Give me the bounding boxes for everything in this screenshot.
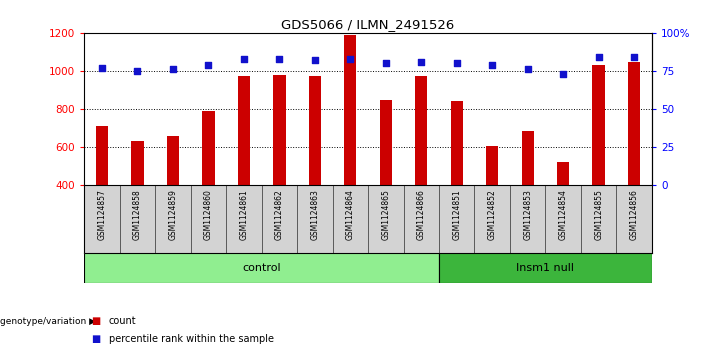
Text: GSM1124852: GSM1124852 (488, 189, 497, 240)
Point (96, 65, 107, 71)
Text: GSM1124856: GSM1124856 (629, 189, 639, 240)
Bar (592, 65, 605, 185)
Point (416, 59, 427, 65)
Text: GSM1124851: GSM1124851 (452, 189, 461, 240)
Text: GSM1124859: GSM1124859 (168, 189, 177, 240)
Bar (451, 101, 463, 185)
Text: ■: ■ (91, 316, 100, 326)
Point (522, 66, 533, 72)
Text: GSM1124865: GSM1124865 (381, 189, 390, 240)
Text: GSM1124861: GSM1124861 (239, 189, 248, 240)
Text: GSM1124864: GSM1124864 (346, 189, 355, 240)
Text: count: count (109, 316, 136, 326)
Bar (344, 34, 357, 185)
Bar (131, 140, 144, 185)
Bar (486, 146, 498, 185)
Bar (415, 76, 428, 185)
Bar (84, 253, 439, 283)
Bar (379, 101, 392, 185)
Point (238, 56, 250, 62)
Text: ■: ■ (91, 334, 100, 344)
Text: GSM1124857: GSM1124857 (97, 189, 107, 240)
Text: GSM1124863: GSM1124863 (311, 189, 319, 240)
Point (380, 60, 391, 66)
Point (273, 56, 285, 62)
Point (557, 71, 569, 77)
Text: Insm1 null: Insm1 null (517, 263, 574, 273)
Point (168, 66, 179, 72)
Point (345, 56, 356, 62)
Text: GSM1124866: GSM1124866 (417, 189, 426, 240)
Text: GSM1124860: GSM1124860 (204, 189, 213, 240)
Point (451, 60, 463, 66)
Text: GSM1124858: GSM1124858 (133, 189, 142, 240)
Bar (439, 253, 652, 283)
Bar (202, 111, 215, 185)
Bar (557, 162, 569, 185)
Title: GDS5066 / ILMN_2491526: GDS5066 / ILMN_2491526 (281, 19, 455, 32)
Text: GSM1124854: GSM1124854 (559, 189, 568, 240)
Bar (273, 75, 285, 185)
Point (486, 62, 498, 68)
Bar (308, 76, 321, 185)
Text: GSM1124853: GSM1124853 (523, 189, 532, 240)
Text: GSM1124855: GSM1124855 (594, 189, 603, 240)
Point (593, 54, 604, 60)
Bar (522, 131, 534, 185)
Bar (167, 136, 179, 185)
Point (203, 62, 214, 68)
Text: control: control (243, 263, 281, 273)
Point (629, 54, 640, 60)
Bar (628, 62, 641, 185)
Text: GSM1124862: GSM1124862 (275, 189, 284, 240)
Point (309, 57, 320, 63)
Bar (95, 126, 108, 185)
Point (132, 68, 143, 74)
Text: genotype/variation ▶: genotype/variation ▶ (0, 317, 96, 326)
Bar (238, 76, 250, 185)
Text: percentile rank within the sample: percentile rank within the sample (109, 334, 273, 344)
